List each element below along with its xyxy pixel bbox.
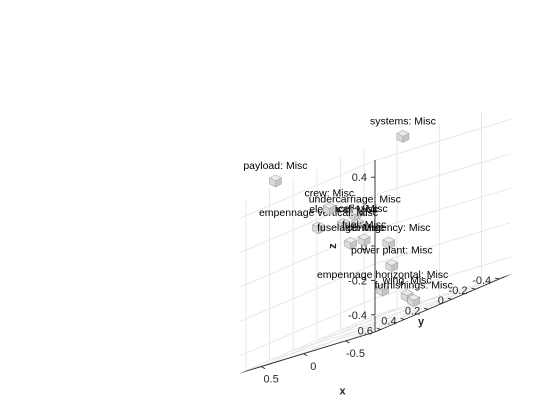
point-label: furnishings: Misc xyxy=(375,279,453,291)
point-label: nacelle: Misc xyxy=(327,203,388,215)
grid-z-right-wall xyxy=(239,297,377,357)
y-tick-mark xyxy=(471,287,476,290)
x-tick-mark xyxy=(345,340,350,344)
grid-lines xyxy=(239,110,512,371)
y-tick-mark xyxy=(376,328,382,330)
x-tick-mark xyxy=(260,366,266,369)
point-label: undercarriage: Misc xyxy=(309,194,401,206)
point-label: payload: Misc xyxy=(243,160,307,172)
data-point: wing: Misc xyxy=(382,275,432,303)
axes-walls xyxy=(240,102,511,373)
grid-y-floor xyxy=(293,308,429,351)
point-label: crew: Misc xyxy=(305,188,355,200)
y-tick-mark xyxy=(424,307,429,310)
floor-back-edge xyxy=(239,314,377,374)
data-point: furnishings: Misc xyxy=(375,279,453,307)
y-tick-label: -0.2 xyxy=(449,285,468,297)
grid-z-right-wall xyxy=(239,263,377,322)
point-label: fuel: Misc xyxy=(342,219,386,231)
y-tick-label: 0.4 xyxy=(381,315,396,327)
data-point: empennage horizontal: Misc xyxy=(317,269,448,297)
grid-y-floor xyxy=(245,329,382,371)
point-label: empennage vertical: Misc xyxy=(259,207,378,219)
grid-y-floor xyxy=(364,278,500,321)
floor-left-edge xyxy=(375,273,512,316)
data-point: power plant: Misc xyxy=(351,245,433,273)
x-axis-title: x xyxy=(339,386,346,398)
cube-right xyxy=(275,177,282,188)
cube-right xyxy=(402,132,410,143)
point-label: contingency: Misc xyxy=(347,222,430,234)
point-label: power plant: Misc xyxy=(351,245,433,257)
cube-right xyxy=(363,236,371,247)
grid-x-floor xyxy=(345,282,482,342)
data-point: contingency: Misc xyxy=(347,222,430,250)
z-tick-label: -0.4 xyxy=(348,310,367,322)
cube-right xyxy=(354,211,362,222)
data-points: systems: Misc payload: Misc nacelle: Miscu… xyxy=(243,115,453,307)
y-tick-mark xyxy=(447,297,452,300)
data-point: nacelle: Misc xyxy=(327,203,388,231)
z-tick-label: -0.2 xyxy=(348,275,367,287)
grid-z-left-wall xyxy=(375,187,512,230)
grid-z-left-wall xyxy=(375,153,512,195)
data-point: undercarriage: Misc xyxy=(309,194,401,222)
grid-x-floor xyxy=(260,308,398,367)
cube-right xyxy=(343,220,350,231)
grid-z-left-wall xyxy=(375,118,512,161)
grid-z-left-wall xyxy=(375,256,512,299)
cube-right xyxy=(413,296,421,307)
cube-right xyxy=(382,286,389,297)
grid-x-floor xyxy=(303,295,440,355)
grid-y-floor xyxy=(340,288,476,331)
cube-right xyxy=(391,262,399,273)
z-axis-title: z xyxy=(327,243,339,249)
grid-y-floor xyxy=(269,319,405,361)
data-point: crew: Misc xyxy=(305,188,355,216)
y-tick-label: 0.6 xyxy=(358,325,373,337)
data-point: fuselage: Misc xyxy=(317,222,384,250)
x-tick-mark xyxy=(303,353,308,357)
y-tick-label: 0 xyxy=(438,295,444,307)
y-axis-title: y xyxy=(418,316,425,328)
z-tick-label: 0.4 xyxy=(352,172,367,184)
data-point: fuel: Misc xyxy=(342,219,386,247)
point-label: systems: Misc xyxy=(370,115,436,127)
y-tick-mark xyxy=(400,317,405,320)
y-tick-mark xyxy=(495,277,500,280)
point-label: wing: Misc xyxy=(382,275,432,287)
data-point: systems: Misc xyxy=(370,115,436,143)
grid-z-right-wall xyxy=(239,194,377,253)
x-tick-label: -0.5 xyxy=(346,348,365,360)
cube-right xyxy=(318,224,325,235)
tick-labels: -0.500.5-0.4-0.200.20.40.6-0.4-0.200.20.… xyxy=(260,172,500,386)
grid-z-right-wall xyxy=(239,159,377,219)
data-point: empennage vertical: Misc xyxy=(259,207,378,235)
x-axis-line xyxy=(239,331,376,374)
cube-right xyxy=(329,205,336,216)
grid-z-left-wall xyxy=(375,222,512,264)
cube-right xyxy=(388,239,396,250)
data-point: payload: Misc xyxy=(243,160,308,188)
x-tick-label: 0.5 xyxy=(263,374,278,386)
grid-y-floor xyxy=(316,298,452,341)
cube-right xyxy=(350,239,357,250)
point-label: fuselage: Misc xyxy=(317,222,384,234)
cube-right xyxy=(356,220,364,231)
point-label: empennage horizontal: Misc xyxy=(317,269,448,281)
y-tick-label: -0.4 xyxy=(472,275,491,287)
y-axis-line xyxy=(374,273,512,333)
y-tick-label: 0.2 xyxy=(405,305,420,317)
axis-titles: x y z xyxy=(327,243,425,398)
z-tick-label: 0 xyxy=(361,241,367,253)
x-tick-label: 0 xyxy=(310,361,316,373)
